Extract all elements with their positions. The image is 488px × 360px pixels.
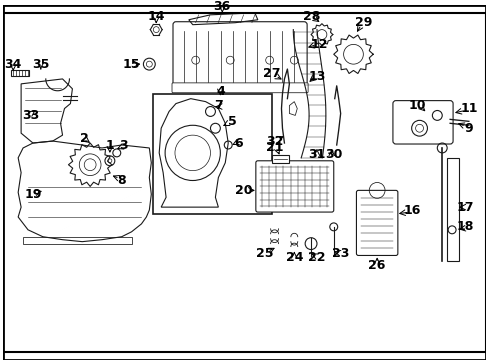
Text: 36: 36: [213, 0, 230, 13]
Text: 17: 17: [455, 201, 473, 213]
Text: 2: 2: [80, 132, 88, 145]
Text: 29: 29: [354, 16, 371, 29]
Text: 3: 3: [119, 139, 128, 152]
Text: 5: 5: [227, 115, 236, 128]
FancyBboxPatch shape: [173, 22, 306, 89]
FancyBboxPatch shape: [172, 83, 307, 93]
Text: 30: 30: [325, 148, 342, 161]
Text: 34: 34: [4, 58, 22, 71]
Text: 26: 26: [367, 259, 385, 272]
Bar: [153, 94, 271, 214]
Text: 21: 21: [265, 141, 283, 154]
Text: 28: 28: [303, 10, 320, 23]
Text: 13: 13: [307, 71, 325, 84]
FancyBboxPatch shape: [255, 161, 333, 212]
Text: 20: 20: [235, 184, 252, 197]
Text: 7: 7: [214, 99, 223, 112]
Bar: [11, 70, 29, 76]
Text: 25: 25: [255, 247, 273, 260]
Text: 18: 18: [455, 220, 473, 233]
Text: 22: 22: [307, 251, 325, 264]
Text: 10: 10: [408, 99, 426, 112]
Text: 4: 4: [216, 85, 224, 98]
Text: 1: 1: [105, 139, 114, 152]
Text: 16: 16: [403, 204, 421, 217]
Text: 8: 8: [117, 174, 126, 187]
Text: 12: 12: [309, 38, 327, 51]
Bar: [271, 155, 289, 163]
Polygon shape: [289, 102, 297, 116]
Bar: [446, 158, 458, 261]
FancyBboxPatch shape: [356, 190, 397, 256]
Text: 11: 11: [459, 102, 477, 115]
Text: 33: 33: [22, 109, 40, 122]
Text: 14: 14: [147, 10, 164, 23]
Text: 15: 15: [122, 58, 140, 71]
FancyBboxPatch shape: [392, 101, 452, 144]
Text: 27: 27: [263, 67, 280, 81]
Text: 23: 23: [331, 247, 348, 260]
Text: 6: 6: [233, 136, 242, 149]
Text: 31: 31: [307, 148, 325, 161]
Text: 35: 35: [32, 58, 49, 71]
Text: 24: 24: [285, 251, 303, 264]
Text: 19: 19: [24, 188, 41, 201]
Text: 32: 32: [265, 135, 283, 148]
Text: 9: 9: [464, 122, 472, 135]
